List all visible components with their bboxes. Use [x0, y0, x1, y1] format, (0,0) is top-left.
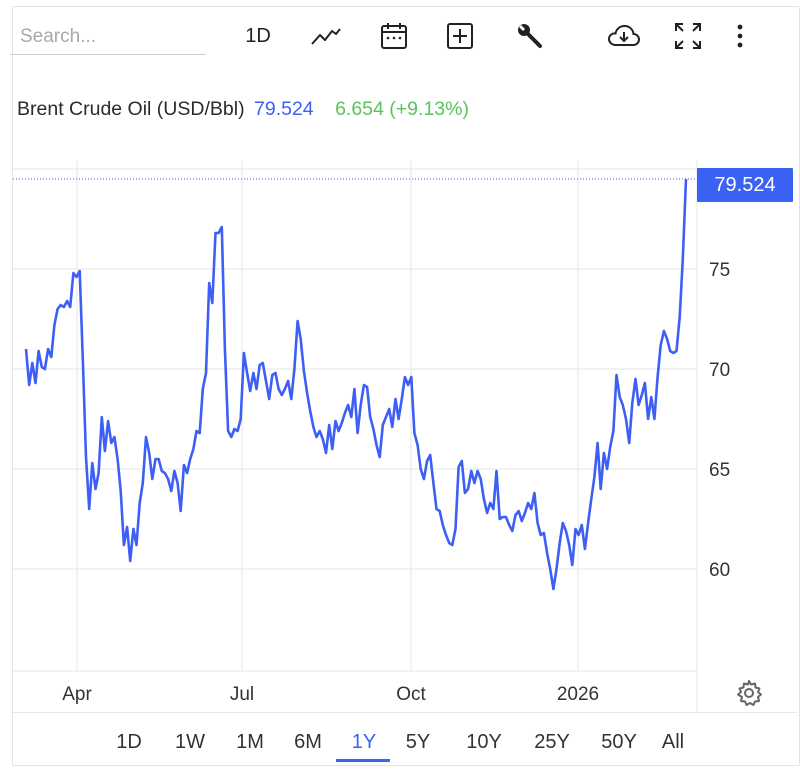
- y-axis: 60 65 70 75: [709, 260, 730, 581]
- search-input[interactable]: [10, 20, 206, 55]
- chart-legend: Brent Crude Oil (USD/Bbl) 79.524 6.654 (…: [17, 98, 469, 121]
- wrench-icon: [518, 24, 542, 48]
- y-tick-label: 60: [709, 560, 730, 581]
- instrument-title: Brent Crude Oil (USD/Bbl): [17, 98, 245, 120]
- y-tick-label: 75: [709, 260, 730, 281]
- interval-button[interactable]: 1D: [236, 18, 280, 54]
- grid: [13, 160, 698, 711]
- range-button-all[interactable]: All: [661, 731, 685, 753]
- gear-icon[interactable]: [734, 678, 764, 708]
- line-chart-icon: [311, 28, 341, 45]
- range-button-1w[interactable]: 1W: [175, 731, 205, 753]
- toolbar: 1D: [0, 0, 786, 66]
- y-tick-label: 70: [709, 360, 730, 381]
- range-button-1y[interactable]: 1Y: [351, 731, 377, 753]
- range-button-50y[interactable]: 50Y: [601, 731, 637, 753]
- x-tick-label: 2026: [557, 684, 599, 705]
- download-button[interactable]: [602, 18, 646, 54]
- fullscreen-button[interactable]: [668, 18, 708, 54]
- x-tick-label: Apr: [62, 684, 92, 705]
- range-button-6m[interactable]: 6M: [294, 731, 322, 753]
- interval-label: 1D: [245, 24, 271, 47]
- price-change: 6.654 (+9.13%): [335, 98, 469, 120]
- cloud-download-icon: [607, 24, 641, 46]
- x-tick-label: Jul: [230, 684, 254, 705]
- y-tick-label: 65: [709, 460, 730, 481]
- add-indicator-icon: [447, 23, 473, 49]
- more-icon: [737, 24, 743, 48]
- more-button[interactable]: [730, 18, 750, 54]
- range-button-1d[interactable]: 1D: [116, 731, 142, 753]
- range-button-5y[interactable]: 5Y: [405, 731, 431, 753]
- range-button-1m[interactable]: 1M: [236, 731, 264, 753]
- chart-widget: [12, 6, 800, 766]
- range-selector: 1D 1W 1M 6M 1Y 5Y 10Y 25Y 50Y All: [13, 712, 797, 765]
- date-range-button[interactable]: [374, 18, 414, 54]
- add-indicator-button[interactable]: [440, 18, 480, 54]
- range-button-25y[interactable]: 25Y: [534, 731, 570, 753]
- calendar-icon: [381, 23, 407, 49]
- fullscreen-icon: [675, 23, 701, 49]
- active-range-indicator: [336, 759, 390, 762]
- price-line: [24, 178, 688, 591]
- range-button-10y[interactable]: 10Y: [466, 731, 502, 753]
- chart-type-button[interactable]: [306, 18, 346, 54]
- last-price-tag: 79.524: [697, 168, 793, 202]
- x-axis: Apr Jul Oct 2026: [62, 684, 599, 705]
- last-price: 79.524: [254, 98, 314, 120]
- tools-button[interactable]: [510, 18, 550, 54]
- x-tick-label: Oct: [396, 684, 426, 705]
